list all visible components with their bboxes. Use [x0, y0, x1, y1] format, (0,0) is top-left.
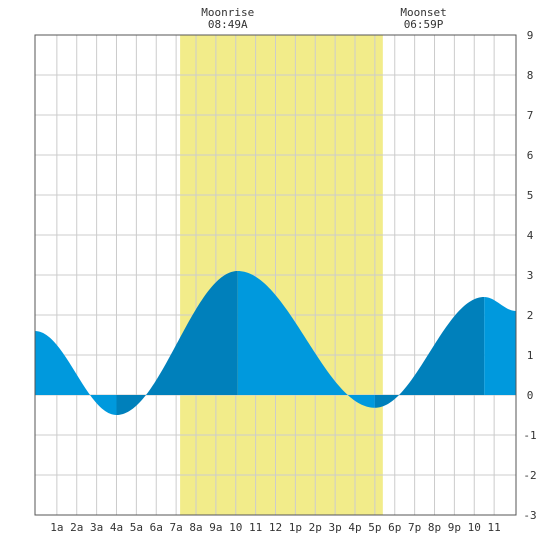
x-tick-label: 11 — [488, 521, 501, 534]
y-tick-label: 0 — [527, 389, 534, 402]
y-tick-label: 5 — [527, 189, 534, 202]
moon-event-label: Moonrise — [201, 6, 254, 19]
x-tick-label: 10 — [468, 521, 481, 534]
grid-layer — [35, 35, 516, 515]
x-tick-label: 4p — [348, 521, 361, 534]
x-tick-label: 6a — [150, 521, 163, 534]
x-tick-label: 9a — [209, 521, 222, 534]
x-tick-label: 12 — [269, 521, 282, 534]
y-tick-labels: -3 -2 -1 0 1 2 3 4 5 6 7 8 9 — [523, 29, 536, 522]
x-tick-label: 7a — [169, 521, 182, 534]
tide-area-falling — [35, 331, 117, 415]
x-tick-label: 1a — [50, 521, 63, 534]
y-tick-label: -1 — [523, 429, 536, 442]
y-tick-label: 8 — [527, 69, 534, 82]
x-tick-label: 10 — [229, 521, 242, 534]
x-tick-label: 2p — [309, 521, 322, 534]
y-tick-label: 4 — [527, 229, 534, 242]
x-tick-label: 7p — [408, 521, 421, 534]
x-tick-label: 8p — [428, 521, 441, 534]
y-tick-label: -3 — [523, 509, 536, 522]
tide-area-rising — [374, 297, 485, 408]
x-tick-label: 11 — [249, 521, 262, 534]
moon-event-time: 06:59P — [404, 18, 444, 31]
x-tick-label: 4a — [110, 521, 123, 534]
x-tick-label: 9p — [448, 521, 461, 534]
y-tick-label: -2 — [523, 469, 536, 482]
x-tick-label: 3a — [90, 521, 103, 534]
tide-area-falling — [484, 297, 516, 395]
moon-event-time: 08:49A — [208, 18, 248, 31]
x-tick-label: 2a — [70, 521, 83, 534]
x-tick-label: 5a — [130, 521, 143, 534]
x-tick-label: 6p — [388, 521, 401, 534]
plot-frame — [34, 34, 517, 516]
x-tick-label: 3p — [329, 521, 342, 534]
x-tick-labels: 1a 2a 3a 4a 5a 6a 7a 8a 9a 10 11 12 1p 2p 3p 4p 5p 6p 7p 8p… — [50, 521, 501, 534]
x-tick-label: 8a — [189, 521, 202, 534]
y-tick-label: 9 — [527, 29, 534, 42]
moon-event-label: Moonset — [400, 6, 446, 19]
x-tick-label: 1p — [289, 521, 302, 534]
tide-layer — [35, 271, 516, 415]
y-tick-label: 7 — [527, 109, 534, 122]
x-tick-label: 5p — [368, 521, 381, 534]
y-tick-label: 6 — [527, 149, 534, 162]
tide-area-falling — [237, 271, 375, 408]
y-tick-label: 1 — [527, 349, 534, 362]
y-tick-label: 3 — [527, 269, 534, 282]
y-tick-label: 2 — [527, 309, 534, 322]
tide-area-rising — [116, 271, 238, 415]
